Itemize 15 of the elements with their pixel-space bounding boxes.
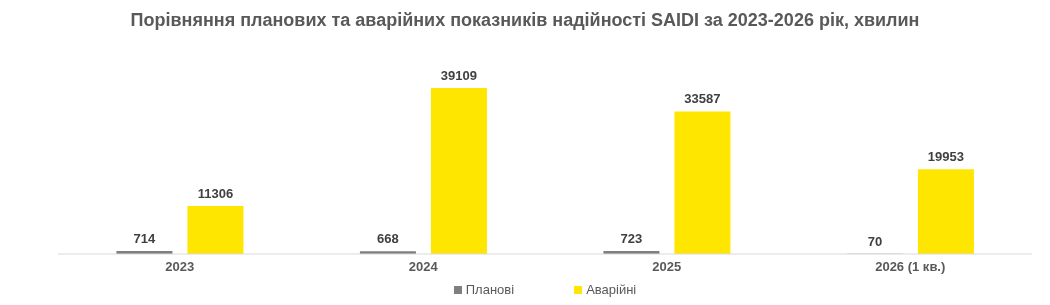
chart-title: Порівняння планових та аварійних показників надійності SAIDI за 2023-2026 рік, хвилин xyxy=(129,9,921,32)
data-label: 19953 xyxy=(927,149,965,165)
legend-label: Аварійні xyxy=(585,282,637,297)
data-label: 714 xyxy=(133,230,157,246)
x-tick-label: 2026 (1 кв.) xyxy=(875,259,946,275)
legend-label: Планові xyxy=(464,282,515,297)
x-tick-label: 2025 xyxy=(652,259,682,275)
x-tick-label: 2024 xyxy=(408,259,439,275)
data-label: 11306 xyxy=(197,185,234,201)
data-label: 723 xyxy=(620,230,643,246)
data-label: 668 xyxy=(377,231,399,247)
data-label: 70 xyxy=(867,233,883,249)
data-label: 33587 xyxy=(684,91,721,107)
x-tick-label: 2023 xyxy=(165,259,195,275)
data-label: 39109 xyxy=(440,67,478,83)
